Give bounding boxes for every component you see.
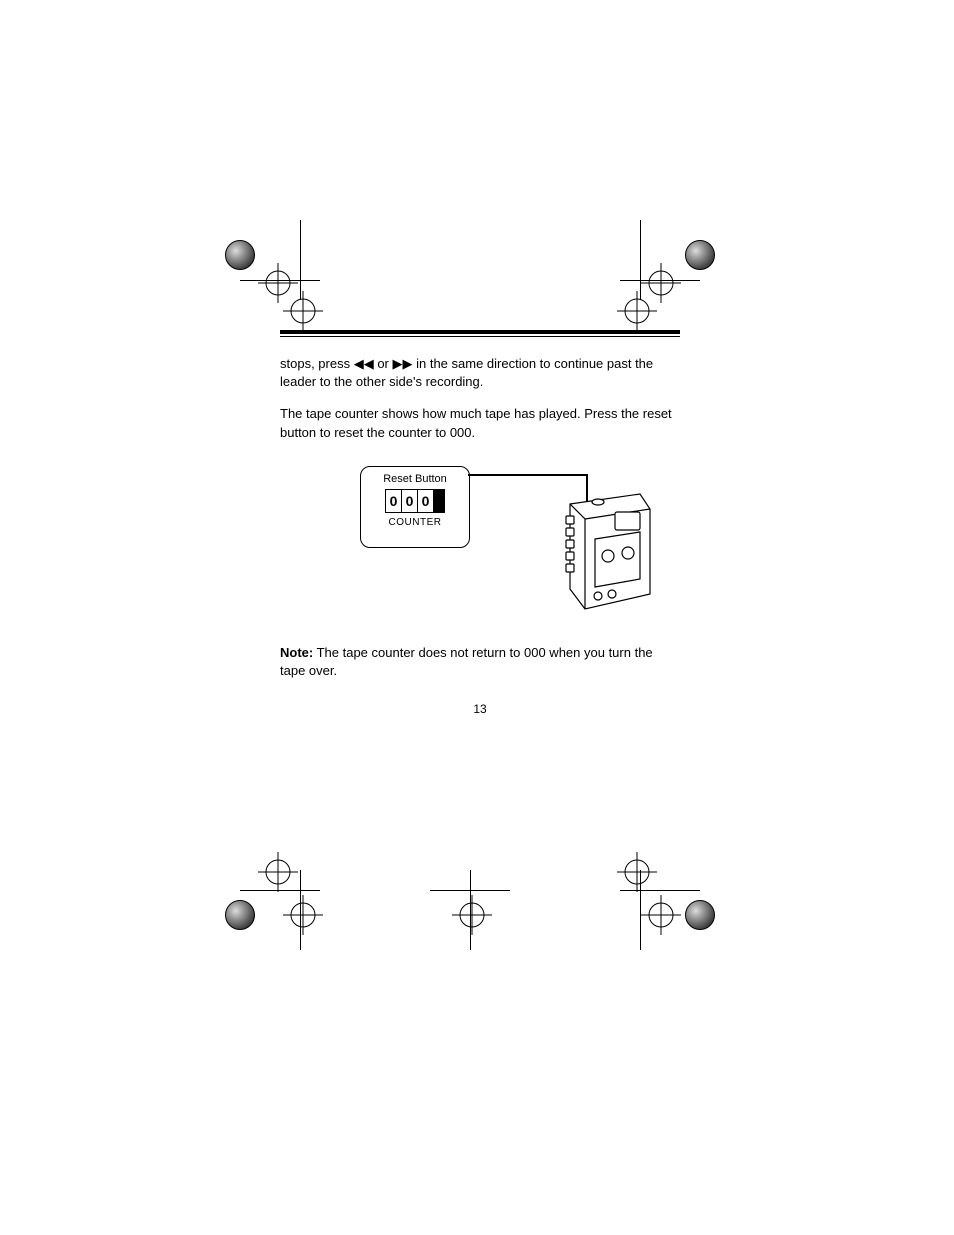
counter-reset-indicator xyxy=(434,490,444,512)
counter-callout-box: Reset Button 0 0 0 COUNTER xyxy=(360,466,470,548)
text-fragment: stops, press xyxy=(280,356,354,371)
text-fragment: or xyxy=(374,356,393,371)
registration-mark xyxy=(283,291,323,331)
counter-diagram: Reset Button 0 0 0 COUNTER xyxy=(360,456,680,636)
sphere-decoration xyxy=(225,900,255,930)
paragraph-1: stops, press ◀◀ or ▶▶ in the same direct… xyxy=(280,355,680,391)
counter-label: COUNTER xyxy=(361,517,469,528)
registration-mark xyxy=(617,852,657,892)
note-label: Note: xyxy=(280,645,313,660)
registration-mark xyxy=(641,895,681,935)
reset-button-label: Reset Button xyxy=(361,473,469,485)
registration-mark xyxy=(258,852,298,892)
divider-thin xyxy=(280,336,680,337)
paragraph-2: The tape counter shows how much tape has… xyxy=(280,405,680,441)
sphere-decoration xyxy=(685,900,715,930)
note-paragraph: Note: The tape counter does not return t… xyxy=(280,644,680,680)
callout-connector xyxy=(468,474,588,476)
registration-mark xyxy=(452,895,492,935)
registration-mark xyxy=(283,895,323,935)
divider-thick xyxy=(280,330,680,334)
counter-digit: 0 xyxy=(386,490,402,512)
sphere-decoration xyxy=(225,240,255,270)
page-number: 13 xyxy=(280,702,680,716)
cassette-device-illustration xyxy=(540,484,660,629)
note-text: The tape counter does not return to 000 … xyxy=(280,645,653,678)
counter-digit: 0 xyxy=(402,490,418,512)
rewind-icon: ◀◀ xyxy=(354,356,374,371)
counter-digit: 0 xyxy=(418,490,434,512)
page-content: stops, press ◀◀ or ▶▶ in the same direct… xyxy=(280,330,680,716)
counter-display: 0 0 0 xyxy=(385,489,445,513)
forward-icon: ▶▶ xyxy=(393,356,413,371)
sphere-decoration xyxy=(685,240,715,270)
registration-mark xyxy=(617,291,657,331)
